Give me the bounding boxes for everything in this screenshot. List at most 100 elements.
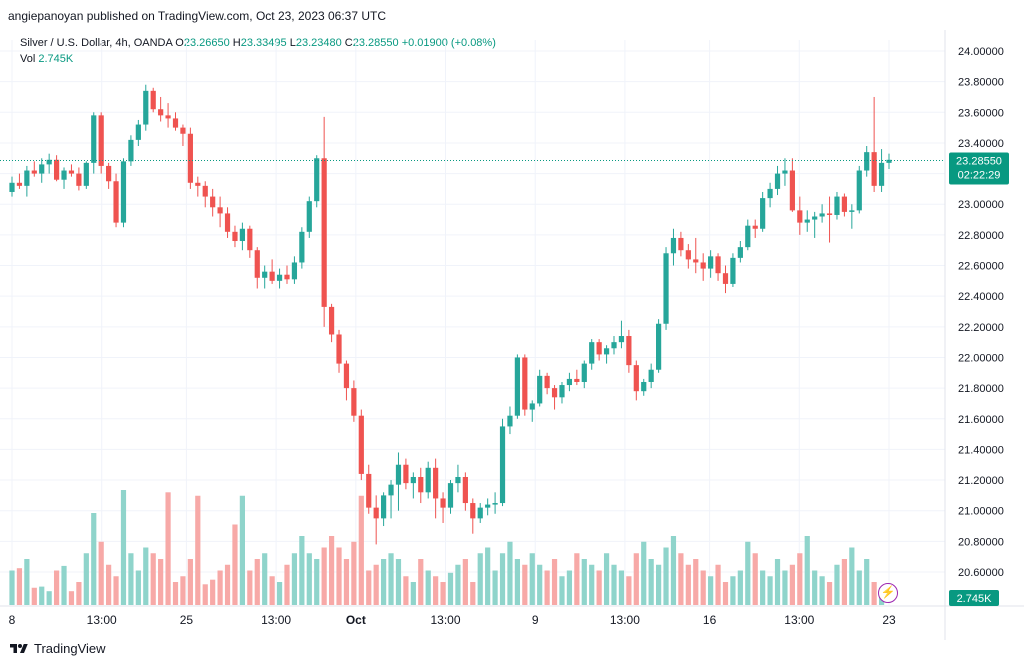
volume-bar	[864, 559, 870, 605]
time-tick-label: 13:00	[610, 613, 640, 627]
candle-body	[143, 90, 149, 125]
volume-tag-bg	[949, 590, 999, 606]
volume-bar	[603, 553, 610, 605]
volume-bar	[455, 564, 461, 605]
volume-bar	[693, 559, 699, 605]
lightning-icon[interactable]: ⚡	[878, 583, 898, 603]
candle-body	[306, 201, 312, 232]
candle-body	[745, 225, 751, 248]
candle-body	[804, 219, 810, 223]
candle-body	[262, 271, 268, 278]
price-axis[interactable]: 24.0000023.8000023.6000023.4000023.20000…	[958, 46, 1004, 579]
volume-bar	[537, 564, 543, 605]
candle-body	[128, 139, 134, 162]
candle-body	[418, 476, 424, 493]
high-label: H	[232, 37, 241, 49]
time-tick-label: 8	[9, 613, 16, 627]
volume-bar	[737, 570, 743, 605]
low-label: L	[289, 37, 296, 49]
volume-bar	[522, 564, 528, 605]
time-axis[interactable]: 8 13:00 25 13:00 Oct 13:00 9 13:00 16 13:00 23	[9, 613, 896, 627]
volume-bar	[210, 579, 216, 605]
volume-bar	[343, 559, 350, 605]
volume-bar	[46, 591, 52, 605]
footer-branding[interactable]: TradingView	[10, 641, 106, 656]
volume-bar	[299, 536, 305, 605]
volume-bar	[336, 547, 342, 605]
price-tick-label: 22.00000	[958, 352, 1004, 364]
candle-body	[351, 388, 357, 416]
volume-bar	[24, 559, 30, 605]
time-tick-label: 13:00	[431, 613, 461, 627]
candle-body	[589, 342, 595, 364]
candle-body	[648, 369, 654, 382]
volume-bar	[782, 570, 788, 605]
candle-body	[782, 170, 788, 174]
candle-body	[656, 323, 662, 370]
volume-bar	[678, 553, 684, 605]
volume-bar	[247, 570, 253, 605]
volume-bar	[53, 570, 60, 605]
price-tick-label: 23.60000	[958, 107, 1004, 119]
candle-body	[864, 152, 870, 171]
candle-body	[722, 273, 729, 284]
candle-body	[31, 170, 37, 174]
volume-bar	[83, 553, 89, 605]
legend-row-price: Silver / U.S. Dollar, 4h, OANDA O23.2665…	[20, 35, 496, 51]
volume-bar	[31, 587, 37, 605]
symbol-label[interactable]: Silver / U.S. Dollar, 4h, OANDA	[20, 37, 173, 49]
candle-body	[633, 365, 639, 392]
volume-bar	[551, 559, 558, 605]
volume-bar	[447, 572, 454, 605]
volume-bar	[395, 559, 402, 605]
volume-bar	[98, 541, 104, 605]
volume-tag-value: 2.745K	[957, 593, 993, 605]
last-price-value: 23.28550	[956, 155, 1002, 167]
candle-body	[760, 198, 766, 229]
candle-body	[522, 357, 528, 410]
candle-body	[678, 237, 684, 251]
volume-bar	[262, 553, 268, 605]
volume-bar	[61, 565, 67, 605]
volume-label[interactable]: Vol	[20, 53, 36, 65]
volume-bar	[381, 559, 387, 605]
volume-bar	[663, 547, 669, 605]
volume-bar	[202, 584, 208, 605]
volume-bar	[745, 541, 751, 605]
price-tick-label: 21.40000	[958, 444, 1004, 456]
candle-body	[158, 109, 164, 116]
volume-value: 2.745K	[38, 53, 74, 65]
candle-body	[150, 90, 156, 110]
time-tick-label: 16	[703, 613, 717, 627]
price-tick-label: 20.80000	[958, 536, 1004, 548]
volume-bar	[797, 553, 803, 605]
price-chart[interactable]: 24.0000023.8000023.6000023.4000023.20000…	[0, 0, 1024, 640]
tradingview-logo-icon	[10, 643, 28, 653]
candle-body	[551, 388, 558, 398]
candle-body	[462, 476, 468, 504]
volume-bar	[462, 559, 468, 605]
volume-bar	[611, 564, 617, 605]
volume-bar	[284, 564, 290, 605]
volume-bar	[752, 553, 758, 605]
candle-body	[886, 159, 892, 163]
candle-body	[455, 476, 461, 484]
volume-bar	[685, 564, 691, 605]
open-value: 23.26650	[183, 37, 230, 49]
candle-body	[878, 162, 885, 186]
high-value: 23.33495	[240, 37, 287, 49]
candle-body	[618, 336, 625, 343]
volume-bar	[373, 564, 379, 605]
volume-bar	[328, 536, 335, 605]
candle-body	[46, 159, 52, 165]
candle-body	[849, 210, 855, 212]
volume-bar	[700, 570, 706, 605]
volume-bar	[767, 576, 773, 605]
volume-bar	[321, 547, 327, 605]
candle-body	[210, 196, 216, 208]
volume-bar	[812, 570, 818, 605]
candle-body	[68, 170, 75, 174]
volume-bar	[39, 586, 45, 605]
volume-bar	[425, 570, 431, 605]
time-tick-label: 13:00	[261, 613, 291, 627]
